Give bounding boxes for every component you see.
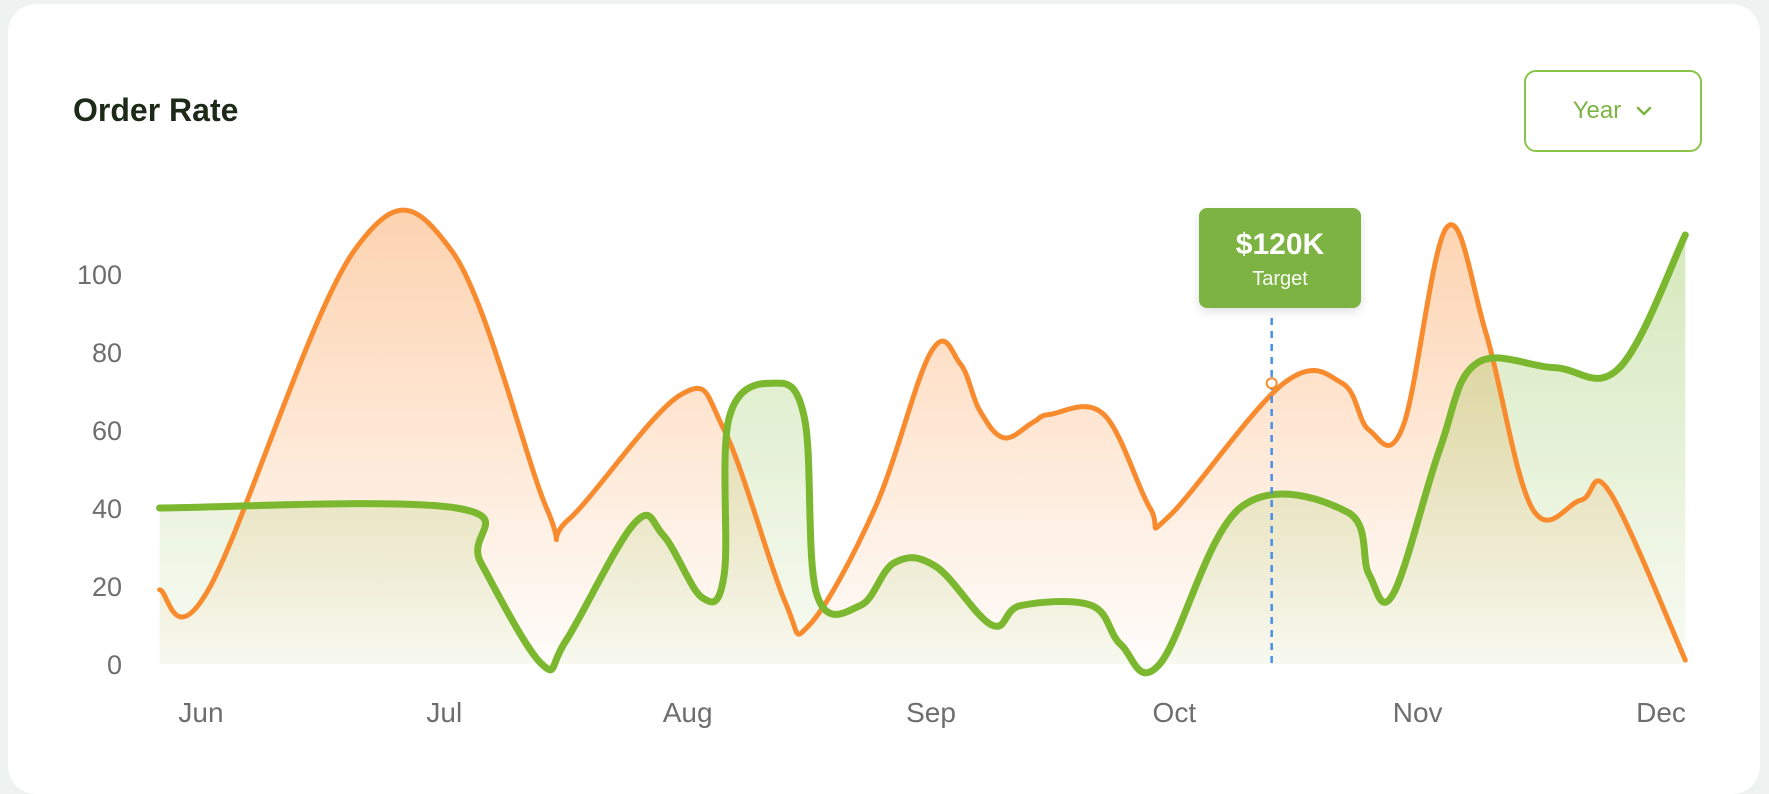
x-tick-label: Oct [1153,697,1197,728]
x-axis: Jun Jul Aug Sep Oct Nov Dec [178,697,1685,728]
series-area-2 [159,235,1686,673]
x-tick-label: Nov [1393,697,1443,728]
y-tick-label: 60 [92,416,122,446]
y-tick-label: 40 [92,494,122,524]
period-select-button[interactable]: Year [1524,70,1702,152]
card-title: Order Rate [73,92,239,128]
y-tick-label: 80 [92,338,122,368]
chevron-down-icon [1637,106,1652,116]
target-tooltip: $120K Target [1199,208,1361,308]
target-layer [1265,318,1278,664]
y-tick-label: 0 [107,650,122,680]
series-line-2 [156,231,1689,677]
x-tick-label: Aug [663,697,713,728]
order-rate-chart: 0 20 40 60 80 100 Jun Jul Aug Sep Oct Nov Dec [77,207,1689,728]
series-line-1 [157,207,1688,663]
series-layer [156,207,1689,677]
tooltip-label: Target [1252,268,1308,290]
x-tick-label: Sep [906,697,956,728]
y-tick-label: 100 [77,260,122,290]
period-select-label: Year [1572,97,1622,124]
y-tick-label: 20 [92,572,122,602]
y-axis: 0 20 40 60 80 100 [77,260,122,680]
x-tick-label: Jul [426,697,462,728]
tooltip-value: $120K [1235,228,1325,261]
x-tick-label: Dec [1636,697,1686,728]
target-point [1265,377,1278,390]
x-tick-label: Jun [178,697,223,728]
